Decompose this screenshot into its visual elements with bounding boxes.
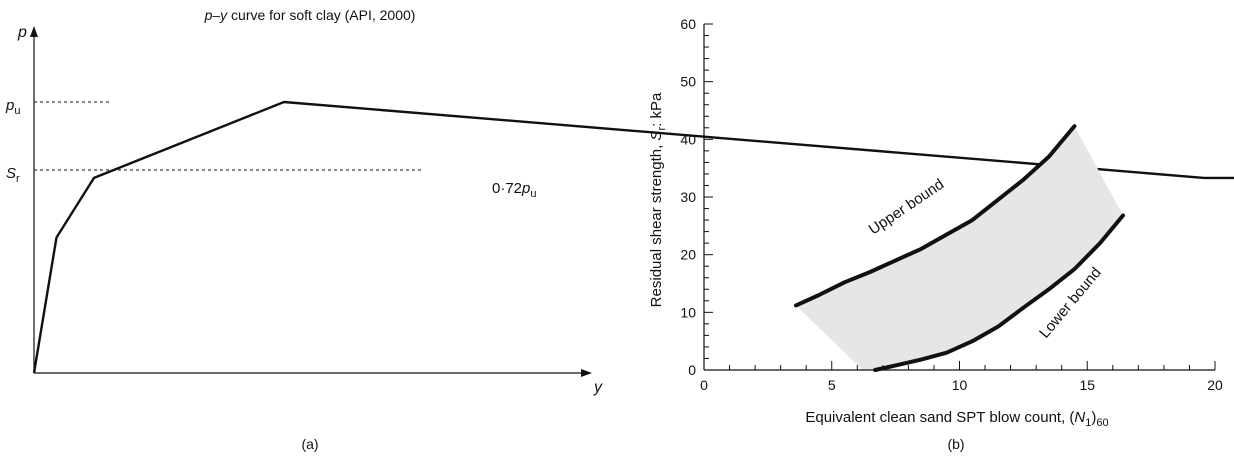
py-curve <box>32 100 1234 374</box>
ratio-label: 0·72pu <box>492 180 537 200</box>
panel-a: p–y curve for soft clay (API, 2000) p y … <box>5 7 1234 452</box>
y-tick-label: 10 <box>680 304 696 320</box>
y-tick-label: 0 <box>688 362 696 378</box>
y-tick-label: 30 <box>680 189 696 205</box>
panel-b-y-axis-label: Residual shear strength, Sr: kPa <box>648 92 668 307</box>
panel-a-y-axis-label: y <box>593 379 603 396</box>
y-tick-label: 60 <box>680 16 696 32</box>
pu-label: pu <box>5 97 20 117</box>
sr-label: Sr <box>6 165 20 185</box>
panel-b-caption: (b) <box>947 436 964 452</box>
y-tick-label: 50 <box>680 74 696 90</box>
lower-bound-curve <box>873 213 1125 372</box>
panel-a-title: p–y curve for soft clay (API, 2000) <box>204 7 416 23</box>
x-tick-label: 20 <box>1207 377 1223 393</box>
panel-a-caption: (a) <box>301 436 318 452</box>
panel-a-y-axis-arrow <box>581 369 592 377</box>
upper-bound-curve <box>794 124 1077 308</box>
x-tick-label: 15 <box>1079 377 1095 393</box>
y-tick-label: 20 <box>680 247 696 263</box>
x-tick-label: 5 <box>828 377 836 393</box>
panel-b-x-axis-label: Equivalent clean sand SPT blow count, (N… <box>805 409 1108 429</box>
panel-a-p-axis-arrow <box>30 26 38 37</box>
panel-a-p-axis-label: p <box>17 24 27 41</box>
upper-bound-label: Upper bound <box>866 176 947 239</box>
panel-b-axes: 0 10 20 30 40 50 60 0 5 10 15 20 <box>680 16 1223 393</box>
x-tick-label: 10 <box>952 377 968 393</box>
y-tick-label: 40 <box>680 131 696 147</box>
band-fill <box>796 126 1123 370</box>
x-tick-label: 0 <box>700 377 708 393</box>
